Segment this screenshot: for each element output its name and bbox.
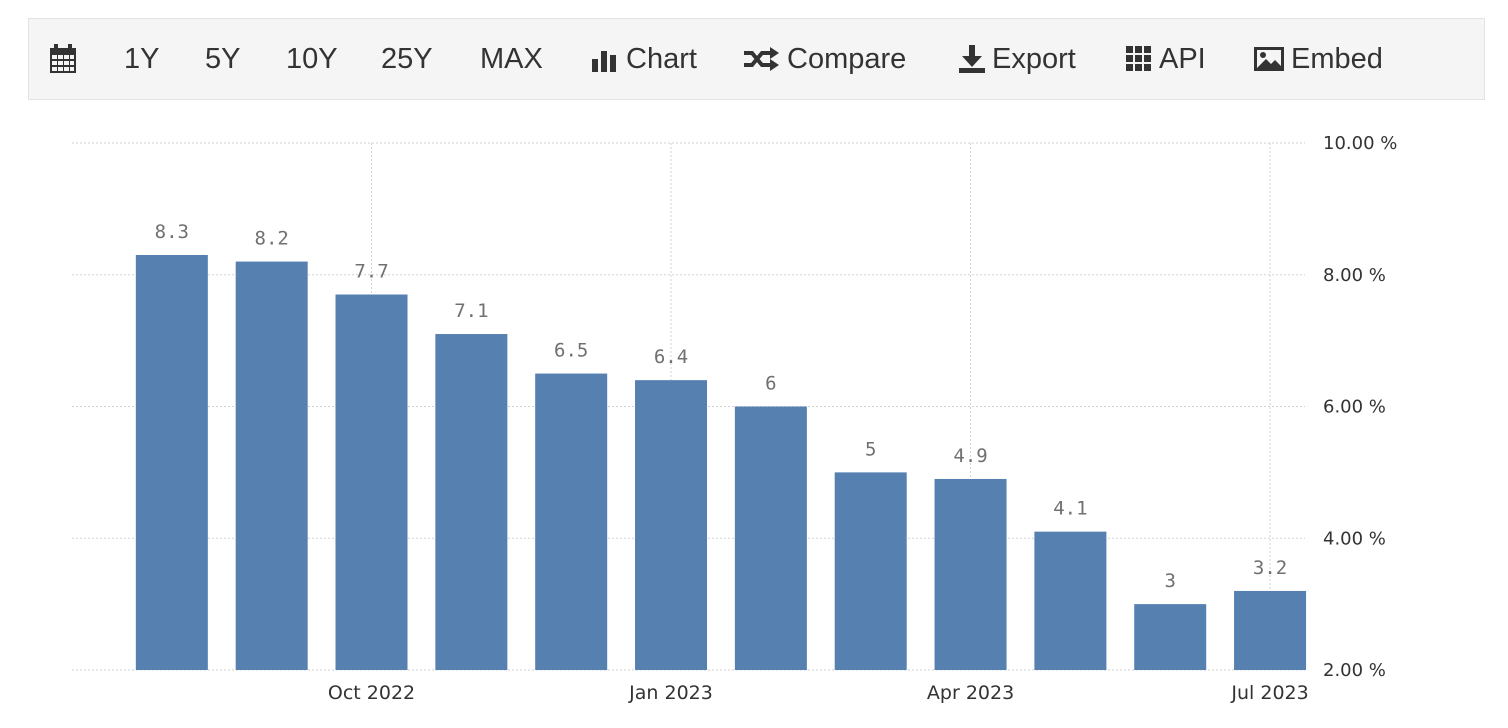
- bar: [235, 261, 308, 670]
- x-axis-labels: Oct 2022 Jan 2023 Apr 2023 Jul 2023: [328, 682, 1309, 704]
- range-10y-button[interactable]: 10Y: [286, 19, 338, 99]
- bar: [535, 373, 608, 670]
- range-max-label: MAX: [480, 42, 543, 75]
- bar-value-label: 6: [765, 373, 776, 395]
- grid-icon: [1125, 45, 1153, 73]
- bar: [1134, 604, 1207, 670]
- embed-button[interactable]: Embed: [1253, 19, 1383, 99]
- bar-value-label: 3: [1164, 570, 1175, 592]
- embed-button-label: Embed: [1291, 42, 1383, 75]
- data-labels: 8.3 8.2 7.7 7.1 6.5 6.4 6 5 4.9 4.1 3 3.2: [155, 221, 1288, 592]
- bar: [834, 472, 907, 670]
- bar-value-label: 8.2: [255, 228, 289, 250]
- bar-chart-icon: [590, 45, 620, 73]
- export-button[interactable]: Export: [958, 19, 1076, 99]
- compare-button-label: Compare: [787, 42, 907, 75]
- bar: [734, 406, 807, 670]
- bar-value-label: 7.7: [354, 261, 388, 283]
- bar: [934, 478, 1007, 670]
- bar-value-label: 7.1: [454, 300, 488, 322]
- bar: [1234, 590, 1307, 670]
- calendar-button[interactable]: [49, 19, 77, 99]
- range-5y-button[interactable]: 5Y: [205, 19, 240, 99]
- x-tick-label: Apr 2023: [927, 682, 1014, 704]
- bar: [335, 294, 408, 670]
- api-button[interactable]: API: [1125, 19, 1206, 99]
- range-25y-button[interactable]: 25Y: [381, 19, 433, 99]
- y-tick-label: 6.00 %: [1323, 397, 1386, 418]
- range-1y-button[interactable]: 1Y: [124, 19, 159, 99]
- y-tick-label: 10.00 %: [1323, 133, 1397, 154]
- x-tick-label: Jan 2023: [628, 682, 713, 704]
- range-5y-label: 5Y: [205, 42, 241, 75]
- compare-button[interactable]: Compare: [741, 19, 906, 99]
- range-1y-label: 1Y: [124, 42, 160, 75]
- bar: [435, 334, 508, 670]
- calendar-icon: [50, 44, 76, 73]
- bar-value-label: 5: [865, 438, 876, 460]
- image-icon: [1253, 46, 1285, 72]
- bar: [1034, 531, 1107, 670]
- bar: [635, 380, 708, 670]
- bar: [135, 254, 208, 671]
- y-tick-label: 4.00 %: [1323, 528, 1386, 549]
- range-max-button[interactable]: MAX: [480, 19, 543, 99]
- chart-button-label: Chart: [626, 42, 697, 75]
- download-icon: [958, 44, 986, 74]
- shuffle-icon: [741, 45, 781, 73]
- bar-value-label: 3.2: [1253, 557, 1287, 579]
- bar-value-label: 4.9: [953, 445, 987, 467]
- range-25y-label: 25Y: [381, 42, 433, 75]
- chart-button[interactable]: Chart: [590, 19, 697, 99]
- export-button-label: Export: [992, 42, 1076, 75]
- bar-series: [135, 254, 1307, 671]
- y-tick-label: 8.00 %: [1323, 265, 1386, 286]
- x-tick-label: Jul 2023: [1230, 682, 1308, 704]
- y-tick-label: 2.00 %: [1323, 660, 1386, 681]
- x-tick-label: Oct 2022: [328, 682, 415, 704]
- bar-value-label: 4.1: [1053, 498, 1087, 520]
- range-10y-label: 10Y: [286, 42, 338, 75]
- api-button-label: API: [1159, 42, 1206, 75]
- y-axis-labels: 2.00 % 4.00 % 6.00 % 8.00 % 10.00 %: [1323, 133, 1397, 681]
- chart-toolbar: 1Y 5Y 10Y 25Y MAX Chart Com: [28, 18, 1485, 100]
- bar-value-label: 6.5: [554, 340, 588, 362]
- bar-value-label: 6.4: [654, 346, 688, 368]
- bar-value-label: 8.3: [155, 221, 189, 243]
